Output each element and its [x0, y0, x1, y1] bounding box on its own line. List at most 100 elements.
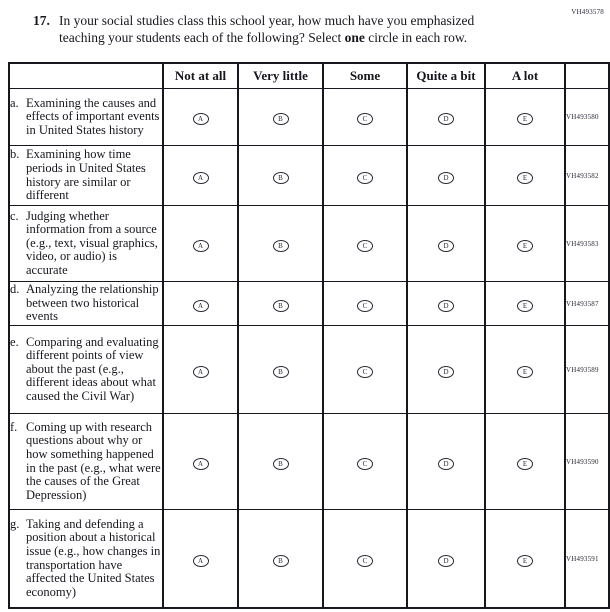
row-statement: Examining the causes and effects of impo… [26, 95, 160, 137]
question-block: 17. In your social studies class this sc… [33, 12, 513, 46]
row-code: VH493589 [564, 325, 610, 414]
option-circle-a-lot[interactable]: E [517, 239, 533, 252]
option-cell-some: C [322, 325, 408, 414]
row-statement-cell: g. Taking and defending a position about… [8, 509, 164, 609]
option-circle-some[interactable]: C [357, 457, 373, 470]
option-cell-very-little: B [237, 325, 324, 414]
row-statement-cell: d. Analyzing the relationship between tw… [8, 281, 164, 326]
option-cell-not-at-all: A [162, 88, 239, 146]
column-header-some: Some [322, 62, 408, 89]
option-circle-some[interactable]: C [357, 365, 373, 378]
option-cell-very-little: B [237, 509, 324, 609]
option-circle-a-lot[interactable]: E [517, 365, 533, 378]
option-cell-a-lot: E [484, 88, 566, 146]
option-circle-some[interactable]: C [357, 171, 373, 184]
option-circle-quite-a-bit[interactable]: D [438, 171, 454, 184]
row-letter: c. [10, 208, 19, 223]
row-letter: e. [10, 334, 19, 349]
option-circle-very-little[interactable]: B [272, 113, 289, 125]
row-statement-cell: e. Comparing and evaluating different po… [8, 325, 164, 414]
row-letter: d. [10, 282, 20, 297]
row-letter: a. [10, 95, 19, 110]
column-header-not-at-all: Not at all [162, 62, 239, 89]
option-cell-some: C [322, 413, 408, 510]
option-cell-some: C [322, 145, 408, 206]
question-line2-end: circle in each row. [364, 30, 468, 45]
option-cell-some: C [322, 509, 408, 609]
option-cell-some: C [322, 281, 408, 326]
option-cell-very-little: B [237, 281, 324, 326]
option-cell-not-at-all: A [162, 145, 239, 206]
row-code: VH493582 [564, 145, 610, 206]
option-circle-not-at-all[interactable]: A [192, 113, 209, 125]
option-circle-quite-a-bit[interactable]: D [438, 239, 454, 252]
row-statement-cell: a. Examining the causes and effects of i… [8, 88, 164, 146]
option-circle-very-little[interactable]: B [272, 554, 289, 567]
option-circle-very-little[interactable]: B [272, 299, 289, 312]
option-circle-some[interactable]: C [357, 113, 373, 125]
question-line1: In your social studies class this school… [59, 13, 475, 28]
row-code: VH493583 [564, 205, 610, 282]
row-statement-cell: c. Judging whether information from a so… [8, 205, 164, 282]
option-cell-quite-a-bit: D [406, 413, 486, 510]
row-statement: Comparing and evaluating different point… [26, 334, 159, 403]
column-header-quite-a-bit: Quite a bit [406, 62, 486, 89]
option-circle-very-little[interactable]: B [272, 239, 289, 252]
option-circle-not-at-all[interactable]: A [192, 239, 209, 252]
option-cell-not-at-all: A [162, 205, 239, 282]
header-stem-empty [8, 62, 164, 89]
table-row: f. Coming up with research questions abo… [8, 413, 610, 510]
option-circle-quite-a-bit[interactable]: D [438, 113, 454, 125]
option-cell-a-lot: E [484, 325, 566, 414]
option-circle-quite-a-bit[interactable]: D [438, 299, 454, 312]
option-cell-a-lot: E [484, 413, 566, 510]
header-row: Not at all Very little Some Quite a bit … [8, 62, 610, 89]
question-text: In your social studies class this school… [59, 12, 513, 46]
option-circle-a-lot[interactable]: E [517, 457, 533, 470]
option-circle-not-at-all[interactable]: A [192, 554, 209, 567]
option-cell-some: C [322, 88, 408, 146]
option-cell-quite-a-bit: D [406, 325, 486, 414]
option-cell-quite-a-bit: D [406, 88, 486, 146]
question-number: 17. [33, 13, 50, 28]
column-header-a-lot: A lot [484, 62, 566, 89]
option-circle-a-lot[interactable]: E [517, 554, 533, 567]
option-circle-not-at-all[interactable]: A [192, 365, 209, 378]
option-cell-very-little: B [237, 413, 324, 510]
option-cell-not-at-all: A [162, 281, 239, 326]
table-row: g. Taking and defending a position about… [8, 509, 610, 609]
option-circle-quite-a-bit[interactable]: D [438, 457, 454, 470]
option-circle-some[interactable]: C [357, 554, 373, 567]
option-cell-quite-a-bit: D [406, 205, 486, 282]
option-circle-some[interactable]: C [357, 299, 373, 312]
option-cell-some: C [322, 205, 408, 282]
option-cell-a-lot: E [484, 509, 566, 609]
option-cell-quite-a-bit: D [406, 281, 486, 326]
question-line2-start: teaching your students each of the follo… [59, 30, 345, 45]
row-code: VH493591 [564, 509, 610, 609]
row-statement: Coming up with research questions about … [26, 419, 161, 502]
table-row: d. Analyzing the relationship between tw… [8, 281, 610, 326]
table-row: a. Examining the causes and effects of i… [8, 88, 610, 146]
header-code-empty [564, 62, 610, 89]
option-cell-quite-a-bit: D [406, 509, 486, 609]
option-circle-not-at-all[interactable]: A [192, 457, 209, 470]
option-circle-a-lot[interactable]: E [517, 299, 533, 312]
row-statement-cell: b. Examining how time periods in United … [8, 145, 164, 206]
option-cell-very-little: B [237, 88, 324, 146]
option-circle-a-lot[interactable]: E [517, 171, 533, 184]
option-circle-quite-a-bit[interactable]: D [438, 554, 454, 567]
option-circle-very-little[interactable]: B [272, 365, 289, 378]
option-cell-not-at-all: A [162, 509, 239, 609]
option-circle-very-little[interactable]: B [272, 171, 289, 184]
option-cell-a-lot: E [484, 281, 566, 326]
option-cell-a-lot: E [484, 145, 566, 206]
option-circle-not-at-all[interactable]: A [192, 299, 209, 312]
option-circle-some[interactable]: C [357, 239, 373, 252]
option-circle-not-at-all[interactable]: A [192, 171, 209, 184]
row-statement: Analyzing the relationship between two h… [26, 282, 159, 324]
option-circle-very-little[interactable]: B [272, 457, 289, 470]
option-circle-a-lot[interactable]: E [517, 113, 533, 125]
option-circle-quite-a-bit[interactable]: D [438, 365, 454, 378]
